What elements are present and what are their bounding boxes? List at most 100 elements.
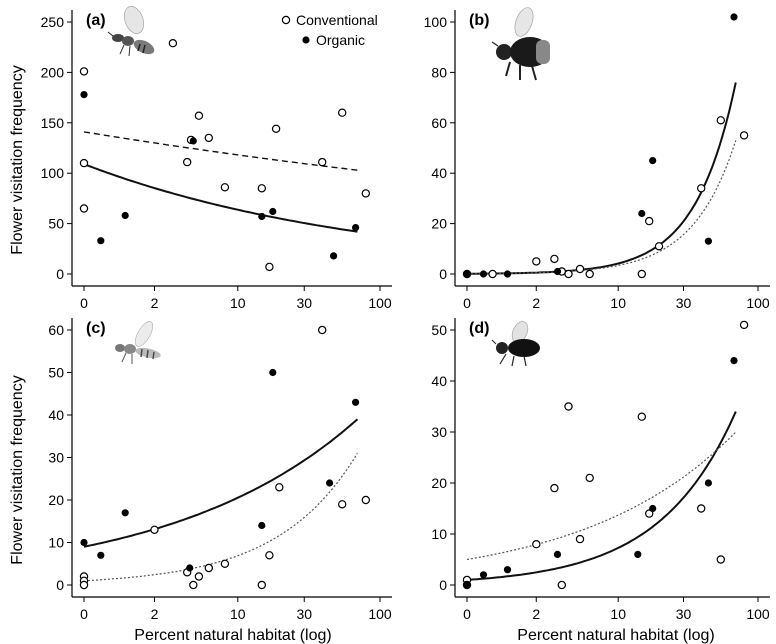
data-point-conventional xyxy=(189,580,198,590)
fit-line-conventional xyxy=(467,140,737,275)
panel-label: (c) xyxy=(86,320,106,337)
data-point-conventional xyxy=(150,525,159,535)
data-point-organic xyxy=(186,564,194,572)
data-point-conventional xyxy=(79,580,89,590)
data-point-conventional xyxy=(275,483,284,492)
x-axis-label-left: Percent natural habitat (log) xyxy=(134,627,331,644)
data-point-organic xyxy=(553,267,562,276)
data-point-organic xyxy=(97,237,105,245)
data-point-conventional xyxy=(265,262,274,272)
data-point-conventional xyxy=(645,509,654,518)
data-point-conventional xyxy=(697,504,706,513)
x-tick-label: 2 xyxy=(151,295,159,311)
y-tick-label: 100 xyxy=(424,14,448,30)
data-point-conventional xyxy=(168,39,178,48)
y-tick-label: 40 xyxy=(431,165,447,181)
data-point-conventional xyxy=(645,216,654,226)
fit-line-conventional xyxy=(83,452,358,582)
data-point-conventional xyxy=(318,325,327,335)
data-point-organic xyxy=(258,521,266,530)
y-tick-label: 250 xyxy=(41,14,65,30)
x-tick-label: 10 xyxy=(610,606,626,622)
y-tick-label: 0 xyxy=(56,577,64,593)
y-tick-label: 10 xyxy=(48,535,64,551)
x-tick-label: 100 xyxy=(746,295,770,311)
data-point-conventional xyxy=(338,500,347,509)
data-point-conventional xyxy=(557,580,567,590)
data-point-conventional xyxy=(716,555,726,564)
data-point-organic xyxy=(730,357,738,365)
x-tick-label: 100 xyxy=(368,295,392,311)
bumblebee-icon xyxy=(491,7,550,81)
data-point-conventional xyxy=(739,320,749,330)
data-point-organic xyxy=(330,252,338,260)
data-point-organic xyxy=(80,91,88,99)
data-point-conventional xyxy=(532,540,541,549)
fit-line-conventional xyxy=(466,431,737,561)
data-point-conventional xyxy=(220,183,230,192)
y-tick-label: 40 xyxy=(48,407,64,423)
y-tick-label: 20 xyxy=(48,492,64,508)
y-tick-label: 40 xyxy=(431,373,447,389)
data-point-conventional xyxy=(697,184,706,193)
y-tick-label: 20 xyxy=(431,475,447,491)
data-point-organic xyxy=(269,368,277,377)
data-point-organic xyxy=(649,157,657,165)
data-point-organic xyxy=(97,551,105,559)
data-point-organic xyxy=(352,398,360,406)
y-tick-label: 0 xyxy=(439,577,447,593)
fit-line-organic xyxy=(466,411,737,581)
data-point-conventional xyxy=(79,158,89,168)
y-tick-label: 50 xyxy=(431,322,447,338)
panel-label: (b) xyxy=(469,12,489,29)
panel-d: 0 10 20 30 40 50 0 2 10 30 100 (d) xyxy=(431,318,770,622)
fit-line-organic xyxy=(83,163,358,233)
data-point-conventional xyxy=(204,133,213,143)
y-tick-label: 30 xyxy=(431,424,447,440)
data-point-organic xyxy=(352,224,360,232)
data-point-organic xyxy=(463,581,471,589)
data-point-organic xyxy=(704,237,713,245)
x-tick-label: 100 xyxy=(368,606,392,622)
y-tick-label: 0 xyxy=(56,266,64,282)
x-tick-label: 2 xyxy=(532,606,540,622)
panel-a: 0 50 100 150 200 250 0 2 10 30 100 (a) xyxy=(41,10,392,311)
data-point-conventional xyxy=(532,257,541,266)
data-point-conventional xyxy=(550,254,559,264)
data-point-organic xyxy=(269,207,277,216)
data-point-organic xyxy=(553,550,562,559)
hoverfly-icon xyxy=(115,321,161,364)
data-point-conventional xyxy=(182,157,192,167)
x-tick-label: 10 xyxy=(610,295,626,311)
data-point-conventional xyxy=(257,580,266,590)
x-tick-label: 2 xyxy=(151,606,159,622)
fit-line-conventional xyxy=(83,131,358,171)
fit-line-organic xyxy=(83,418,359,548)
data-point-organic xyxy=(503,270,512,278)
data-point-conventional xyxy=(79,204,89,213)
data-point-organic xyxy=(479,571,488,579)
legend-organic-label: Organic xyxy=(316,32,365,48)
data-point-conventional xyxy=(575,534,585,544)
y-tick-label: 50 xyxy=(48,216,64,232)
data-point-conventional xyxy=(585,269,594,279)
data-point-conventional xyxy=(564,402,573,411)
data-point-organic xyxy=(730,13,738,21)
y-axis-label-bottom: Flower visitation frequency xyxy=(9,375,26,564)
x-tick-label: 100 xyxy=(746,606,770,622)
y-tick-label: 0 xyxy=(439,266,447,282)
panel-label: (d) xyxy=(469,320,489,337)
data-point-conventional xyxy=(220,559,230,569)
legend-conventional-label: Conventional xyxy=(296,12,378,28)
x-tick-label: 30 xyxy=(296,295,312,311)
y-axis-label-top: Flower visitation frequency xyxy=(9,65,26,254)
panel-c: 0 10 20 30 40 50 60 0 2 10 30 100 (c) xyxy=(48,318,392,622)
data-point-conventional xyxy=(79,67,89,76)
y-tick-label: 200 xyxy=(41,64,65,80)
data-point-conventional xyxy=(265,551,274,560)
y-tick-label: 30 xyxy=(48,450,64,466)
data-point-conventional xyxy=(637,269,647,279)
y-tick-label: 80 xyxy=(431,64,447,80)
x-tick-label: 0 xyxy=(80,606,88,622)
